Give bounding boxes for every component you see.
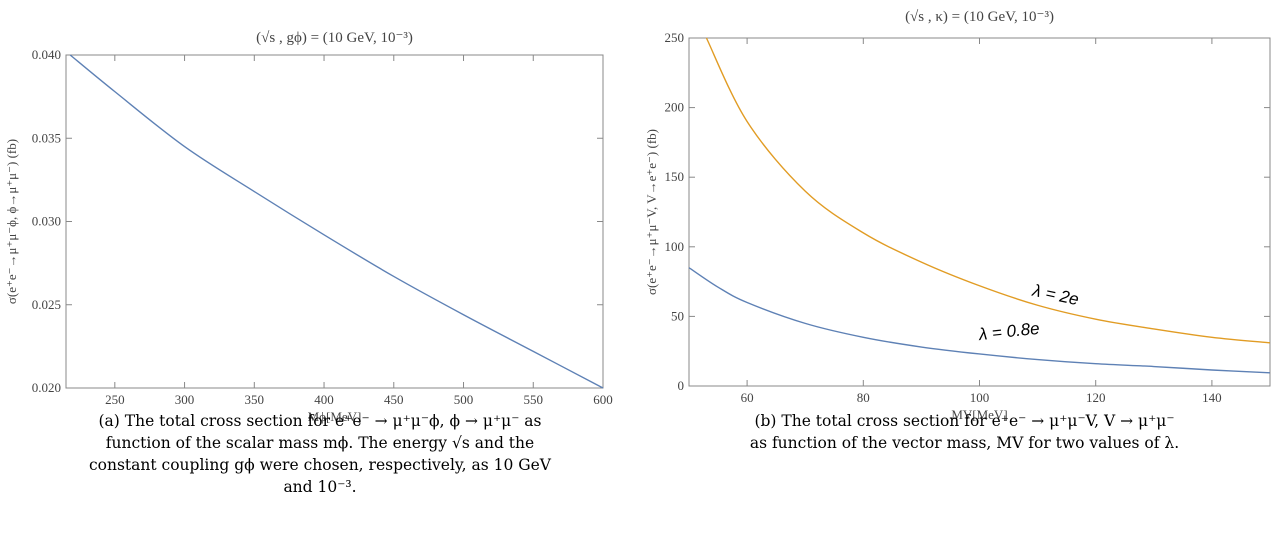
caption-a-line: and 10⁻³. [283, 478, 357, 496]
chart-panel-a: 250 300 350 400 450 500 550 600 0.020 0.025 0.030 0… [0, 0, 640, 540]
y-tick-label: 200 [665, 100, 685, 115]
x-tick-label: 600 [593, 392, 613, 407]
y-axis-label: σ(e⁺e⁻→μ⁺μ⁻ϕ, ϕ→μ⁺μ⁻) (fb) [4, 139, 19, 304]
series-line--2e [705, 37, 1271, 344]
y-tick-label: 0.040 [32, 47, 61, 62]
y-tick-label: 250 [665, 30, 685, 45]
y-tick-label: 150 [665, 169, 685, 184]
y-tick-label: 0 [678, 378, 685, 393]
chart-panel-b: 60 80 100 120 140 0 50 100 150 200 250 (√s , κ) = (… [643, 0, 1286, 540]
caption-b-line: (b) The total cross section for e⁺e⁻ → μ… [754, 412, 1175, 430]
y-tick-label: 0.035 [32, 130, 61, 145]
x-axis-label: MV[MeV] [951, 407, 1007, 422]
x-tick-label: 350 [245, 392, 265, 407]
cross-section-chart-vector: 60 80 100 120 140 0 50 100 150 200 250 (√s , κ) = (… [644, 9, 1271, 422]
caption-b: (b) The total cross section for e⁺e⁻ → μ… [643, 410, 1286, 454]
x-tick-label: 100 [970, 390, 990, 405]
y-tick-label: 0.020 [32, 380, 61, 395]
plot-frame [65, 54, 604, 389]
y-tick-label: 50 [671, 308, 684, 323]
x-axis-label: Mϕ[MeV] [308, 409, 362, 424]
chart-title: (√s , κ) = (10 GeV, 10⁻³) [905, 9, 1054, 25]
x-tick-label: 140 [1202, 390, 1222, 405]
x-tick-label: 400 [314, 392, 334, 407]
series-line--0-8e [688, 267, 1271, 374]
caption-b-line: as function of the vector mass, MV for t… [749, 434, 1180, 452]
caption-a-line: constant coupling gϕ were chosen, respec… [88, 456, 551, 474]
cross-section-chart-scalar: 250 300 350 400 450 500 550 600 0.020 0.025 0.030 0… [4, 30, 613, 424]
x-tick-label: 300 [175, 392, 195, 407]
caption-a: (a) The total cross section for e⁺e⁻ → μ… [0, 410, 640, 498]
caption-a-line: (a) The total cross section for e⁺e⁻ → μ… [98, 412, 542, 430]
series-label: λ = 0.8e [977, 319, 1040, 344]
x-tick-label: 120 [1086, 390, 1106, 405]
y-tick-label: 0.030 [32, 214, 61, 229]
chart-title: (√s , gϕ) = (10 GeV, 10⁻³) [256, 30, 413, 46]
y-tick-label: 0.025 [32, 297, 61, 312]
caption-a-line: function of the scalar mass mϕ. The ener… [105, 434, 535, 452]
x-tick-label: 550 [524, 392, 544, 407]
y-tick-label: 100 [665, 239, 685, 254]
x-tick-label: 60 [741, 390, 754, 405]
series-line-0 [69, 54, 604, 389]
x-tick-label: 80 [857, 390, 870, 405]
x-tick-label: 500 [454, 392, 474, 407]
x-tick-label: 450 [384, 392, 404, 407]
x-tick-label: 250 [105, 392, 125, 407]
y-axis-label: σ(e⁺e⁻→μ⁺μ⁻V, V→e⁺e⁻) (fb) [644, 129, 659, 295]
